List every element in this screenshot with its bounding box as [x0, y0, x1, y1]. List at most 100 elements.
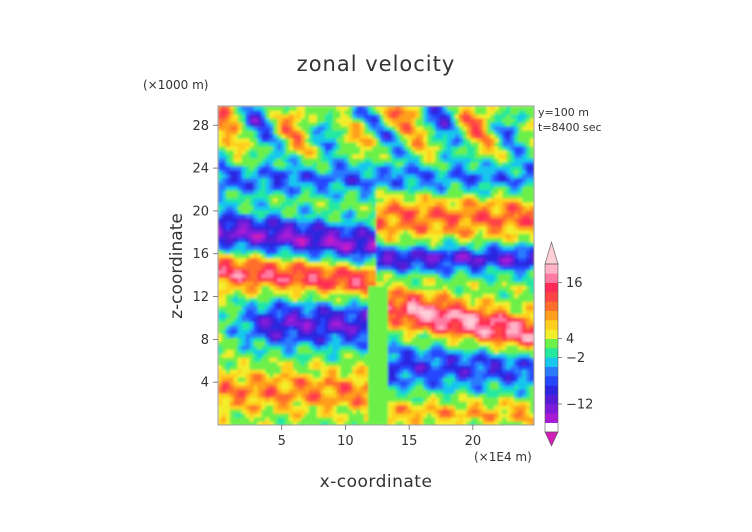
- heatmap-cell: [423, 349, 428, 354]
- heatmap-cell: [308, 337, 314, 342]
- heatmap-cell: [316, 217, 322, 223]
- heatmap-cell: [328, 217, 334, 223]
- heatmap-cell: [439, 325, 444, 330]
- heatmap-cell: [403, 161, 409, 167]
- heatmap-cell: [360, 125, 365, 131]
- heatmap-cell: [293, 213, 298, 219]
- heatmap-cell: [443, 393, 448, 398]
- heatmap-cell: [320, 113, 326, 119]
- heatmap-cell: [415, 357, 421, 362]
- heatmap-cell: [443, 293, 448, 298]
- heatmap-cell: [225, 321, 231, 326]
- heatmap-cell: [419, 365, 424, 370]
- heatmap-cell: [245, 349, 251, 354]
- heatmap-cell: [462, 417, 468, 422]
- heatmap-cell: [308, 281, 314, 287]
- heatmap-cell: [458, 309, 464, 314]
- heatmap-cell: [218, 265, 223, 271]
- heatmap-cell: [285, 397, 290, 402]
- heatmap-cell: [277, 301, 282, 306]
- heatmap-cell: [360, 421, 365, 425]
- heatmap-cell: [245, 257, 251, 263]
- heatmap-cell: [316, 329, 322, 334]
- heatmap-cell: [253, 373, 259, 378]
- heatmap-cell: [332, 361, 338, 366]
- heatmap-cell: [431, 345, 436, 350]
- heatmap-cell: [316, 345, 322, 350]
- heatmap-cell: [241, 405, 247, 410]
- heatmap-cell: [399, 305, 405, 310]
- heatmap-cell: [300, 137, 306, 143]
- heatmap-cell: [403, 189, 409, 195]
- heatmap-cell: [237, 345, 243, 350]
- heatmap-cell: [419, 106, 424, 111]
- heatmap-cell: [372, 305, 377, 310]
- heatmap-cell: [229, 201, 235, 207]
- heatmap-cell: [304, 169, 310, 175]
- heatmap-cell: [415, 417, 421, 422]
- heatmap-cell: [435, 173, 440, 179]
- heatmap-cell: [293, 401, 298, 406]
- heatmap-cell: [281, 357, 286, 362]
- heatmap-cell: [376, 373, 381, 378]
- heatmap-cell: [304, 385, 310, 390]
- heatmap-cell: [379, 353, 385, 358]
- heatmap-cell: [360, 241, 365, 247]
- heatmap-cell: [289, 153, 294, 159]
- heatmap-cell: [281, 161, 286, 167]
- heatmap-cell: [241, 117, 247, 123]
- heatmap-cell: [352, 157, 357, 163]
- heatmap-cell: [364, 313, 369, 318]
- heatmap-cell: [233, 181, 239, 187]
- heatmap-cell: [249, 229, 255, 235]
- heatmap-cell: [439, 377, 444, 382]
- heatmap-cell: [458, 209, 464, 215]
- heatmap-cell: [304, 193, 310, 199]
- heatmap-cell: [427, 317, 432, 322]
- heatmap-cell: [257, 273, 263, 279]
- heatmap-cell: [383, 373, 389, 378]
- heatmap-cell: [447, 417, 452, 422]
- heatmap-cell: [435, 309, 440, 314]
- heatmap-cell: [269, 285, 274, 291]
- heatmap-cell: [316, 313, 322, 318]
- heatmap-cell: [225, 337, 231, 342]
- heatmap-cell: [233, 257, 239, 263]
- heatmap-cell: [431, 333, 436, 338]
- heatmap-cell: [348, 213, 353, 219]
- heatmap-cell: [265, 125, 270, 131]
- heatmap-cell: [383, 217, 389, 223]
- heatmap-cell: [368, 421, 373, 425]
- heatmap-cell: [257, 197, 263, 203]
- heatmap-cell: [269, 141, 274, 147]
- heatmap-cell: [316, 221, 322, 227]
- heatmap-cell: [285, 205, 290, 211]
- heatmap-cell: [237, 181, 243, 187]
- heatmap-cell: [289, 405, 294, 410]
- heatmap-cell: [458, 213, 464, 219]
- heatmap-cell: [451, 217, 456, 223]
- heatmap-cell: [225, 241, 231, 247]
- heatmap-cell: [249, 189, 255, 195]
- heatmap-cell: [376, 405, 381, 410]
- heatmap-cell: [261, 201, 266, 207]
- heatmap-cell: [316, 361, 322, 366]
- heatmap-cell: [273, 197, 278, 203]
- heatmap-cell: [218, 337, 223, 342]
- heatmap-cell: [312, 109, 318, 115]
- heatmap-cell: [237, 253, 243, 259]
- heatmap-cell: [320, 149, 326, 155]
- heatmap-cell: [443, 193, 448, 199]
- heatmap-cell: [352, 233, 357, 239]
- heatmap-cell: [249, 201, 255, 207]
- heatmap-cell: [383, 381, 389, 386]
- heatmap-cell: [356, 177, 361, 183]
- heatmap-cell: [364, 257, 369, 263]
- heatmap-cell: [233, 137, 239, 143]
- heatmap-cell: [241, 289, 247, 295]
- heatmap-cell: [249, 261, 255, 267]
- heatmap-cell: [455, 221, 460, 227]
- heatmap-cell: [387, 229, 393, 235]
- heatmap-cell: [328, 285, 334, 291]
- heatmap-cell: [391, 181, 397, 187]
